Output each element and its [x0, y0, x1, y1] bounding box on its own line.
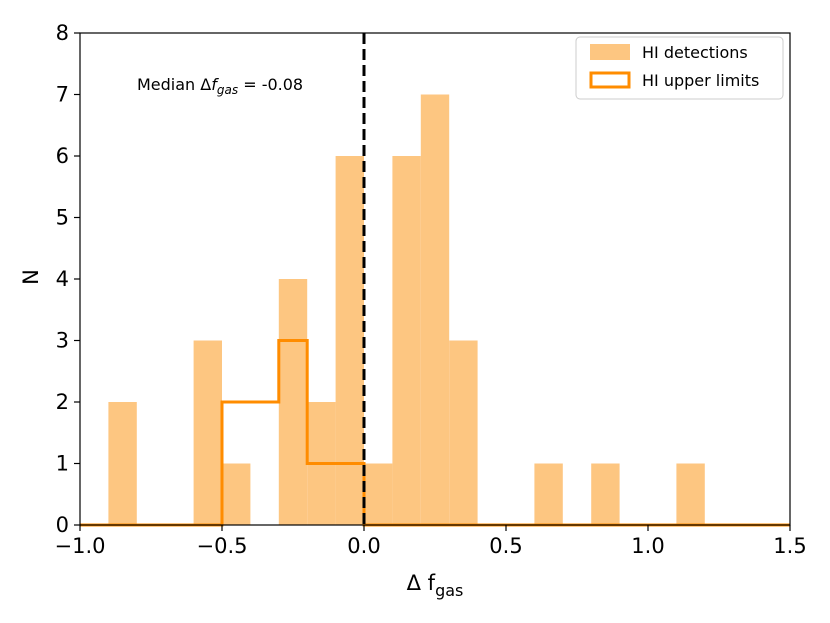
- legend-label-upper-limits: HI upper limits: [642, 71, 759, 90]
- x-tick-label: 1.0: [631, 534, 664, 558]
- annotation-prefix: Median Δ: [137, 75, 211, 94]
- detection-bar-6: [364, 463, 393, 525]
- x-tick-label: 0.0: [347, 534, 380, 558]
- annotation-sub: gas: [217, 83, 238, 97]
- detection-bar-5: [335, 156, 364, 525]
- detection-bar-2: [222, 463, 251, 525]
- legend-label-detections: HI detections: [642, 43, 748, 62]
- detection-bar-9: [449, 340, 478, 525]
- detection-bar-7: [392, 156, 421, 525]
- y-axis-label: N: [19, 269, 43, 285]
- detection-bar-11: [591, 463, 620, 525]
- x-tick-label: −0.5: [197, 534, 248, 558]
- y-tick-label: 4: [56, 267, 69, 291]
- y-tick-label: 7: [56, 83, 69, 107]
- ticks: −1.0 −0.5 0.0 0.5 1.0 1.5 0 1 2 3 4 5 6 7 8: [55, 21, 807, 558]
- x-axis-label-main: Δ f: [407, 571, 436, 595]
- detection-bar-8: [420, 94, 450, 525]
- detections-bars: [108, 94, 705, 525]
- y-tick-label: 6: [56, 144, 69, 168]
- median-annotation: Median Δfgas = -0.08: [137, 75, 303, 97]
- legend-swatch-detections: [590, 44, 630, 60]
- detection-bar-3: [278, 279, 308, 525]
- y-tick-label: 2: [56, 390, 69, 414]
- x-tick-label: −1.0: [55, 534, 106, 558]
- y-tick-label: 3: [56, 329, 69, 353]
- x-tick-label: 1.5: [773, 534, 806, 558]
- detection-bar-0: [108, 402, 137, 525]
- detection-bar-1: [193, 340, 222, 525]
- detection-bar-12: [676, 463, 705, 525]
- legend: HI detections HI upper limits: [575, 36, 784, 100]
- y-tick-label: 8: [56, 21, 69, 45]
- x-tick-label: 0.5: [489, 534, 522, 558]
- x-axis-label-sub: gas: [435, 581, 463, 600]
- x-axis-label: Δ fgas: [407, 571, 464, 600]
- y-tick-label: 5: [56, 206, 69, 230]
- annotation-suffix: = -0.08: [238, 75, 303, 94]
- legend-swatch-upper-limits: [589, 71, 631, 89]
- y-tick-label: 0: [56, 513, 69, 537]
- y-tick-label: 1: [56, 452, 69, 476]
- annotation-italic: f: [211, 75, 219, 94]
- detection-bar-10: [534, 463, 563, 525]
